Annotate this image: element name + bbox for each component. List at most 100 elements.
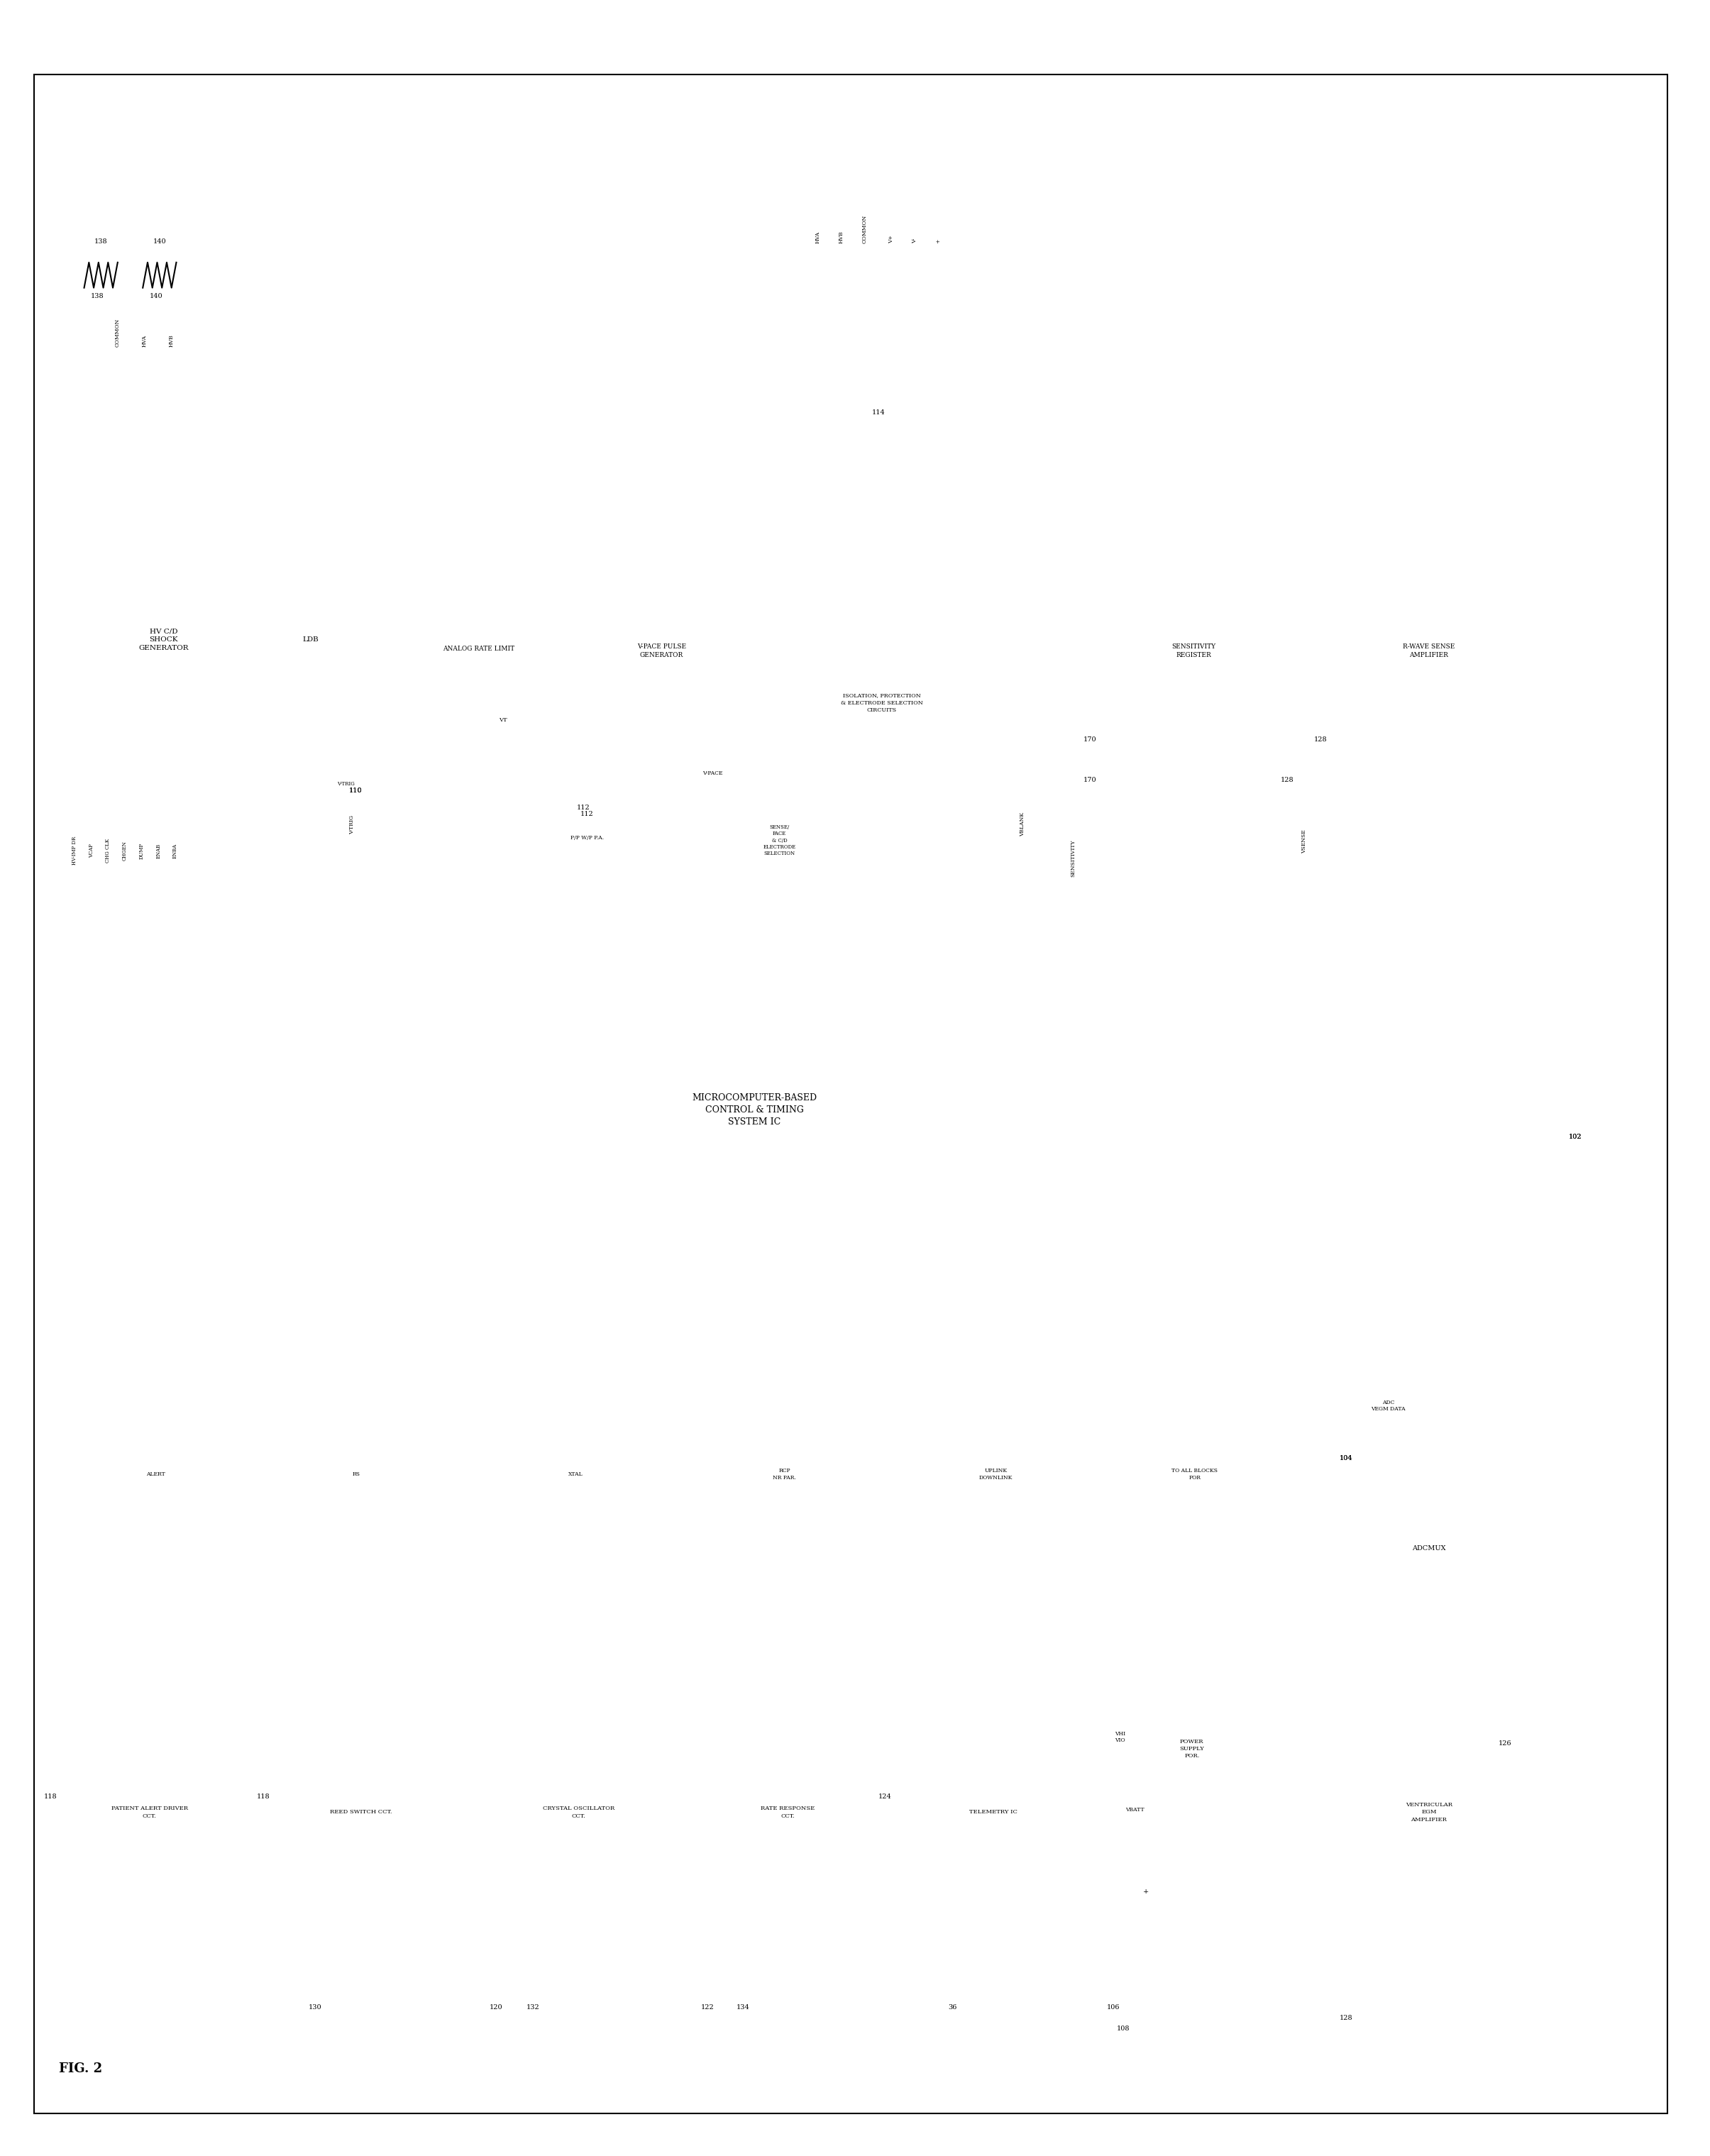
Text: TO ALL BLOCKS
POR: TO ALL BLOCKS POR — [1171, 1468, 1218, 1481]
Text: 102: 102 — [1570, 1134, 1582, 1141]
Bar — [260, 507, 361, 772]
Bar — [55, 349, 397, 951]
Text: HV C/D
SHOCK
GENERATOR: HV C/D SHOCK GENERATOR — [139, 627, 188, 651]
Text: ADCMUX: ADCMUX — [1412, 1546, 1447, 1552]
Text: 134: 134 — [735, 2005, 749, 2012]
Bar — [1110, 1563, 1274, 1934]
Text: ALERT: ALERT — [145, 1470, 166, 1477]
Text: CRYSTAL OSCILLATOR
CCT.: CRYSTAL OSCILLATOR CCT. — [542, 1807, 614, 1820]
Text: 138: 138 — [91, 293, 104, 300]
Text: 140: 140 — [152, 237, 166, 244]
Text: COMMON: COMMON — [115, 319, 120, 347]
Text: 108: 108 — [1117, 2027, 1130, 2031]
Text: VHI
VIO: VHI VIO — [1115, 1731, 1125, 1744]
Bar — [1076, 401, 1554, 1005]
Text: RATE RESPONSE
CCT.: RATE RESPONSE CCT. — [761, 1807, 816, 1820]
Text: 120: 120 — [489, 2005, 503, 2012]
Text: VCAP: VCAP — [89, 843, 94, 858]
Bar — [590, 505, 732, 798]
Text: VENTRICULAR
EGM
AMPLIFIER: VENTRICULAR EGM AMPLIFIER — [1406, 1802, 1452, 1822]
Text: SENSITIVITY: SENSITIVITY — [1070, 839, 1076, 877]
Text: TELEMETRY IC: TELEMETRY IC — [970, 1809, 1017, 1815]
Text: FIG. 2: FIG. 2 — [58, 2063, 103, 2076]
Text: POWER
SUPPLY
POR.: POWER SUPPLY POR. — [1180, 1738, 1204, 1759]
Text: RCP
NR PAR.: RCP NR PAR. — [773, 1468, 797, 1481]
Text: 114: 114 — [872, 410, 886, 416]
Text: V-PACE PULSE
GENERATOR: V-PACE PULSE GENERATOR — [636, 645, 686, 658]
Text: P/P W/P P.A.: P/P W/P P.A. — [569, 834, 604, 841]
Text: HV-IMP DR: HV-IMP DR — [72, 837, 77, 865]
Text: HVA: HVA — [142, 334, 147, 347]
Text: 104: 104 — [1339, 1455, 1353, 1462]
Text: SENSE/
PACE
& C/D
ELECTRODE
SELECTION: SENSE/ PACE & C/D ELECTRODE SELECTION — [763, 824, 795, 856]
Bar — [277, 1690, 445, 1934]
Text: PATIENT ALERT DRIVER
CCT.: PATIENT ALERT DRIVER CCT. — [111, 1807, 188, 1820]
Text: 102: 102 — [1570, 1134, 1582, 1141]
Text: 110: 110 — [349, 787, 363, 793]
Text: COMMON: COMMON — [862, 216, 867, 244]
Text: V+: V+ — [889, 235, 894, 244]
Bar — [416, 533, 542, 765]
Text: V-TRIG: V-TRIG — [337, 780, 354, 787]
Text: 104: 104 — [1339, 1455, 1353, 1462]
Bar — [1110, 537, 1277, 765]
Text: 122: 122 — [701, 2005, 715, 2012]
Bar — [67, 1690, 231, 1934]
Text: ENBA: ENBA — [173, 843, 178, 858]
Bar — [1341, 1449, 1517, 1649]
Text: LDB: LDB — [303, 636, 318, 642]
Text: UPLINK
DOWNLINK: UPLINK DOWNLINK — [980, 1468, 1012, 1481]
Text: +: + — [1144, 1889, 1149, 1895]
Text: V-: V- — [911, 237, 918, 244]
Text: R-WAVE SENSE
AMPLIFIER: R-WAVE SENSE AMPLIFIER — [1402, 645, 1455, 658]
Text: 170: 170 — [1082, 737, 1096, 744]
Text: CHGEN: CHGEN — [121, 841, 128, 860]
Text: 118: 118 — [256, 1794, 270, 1800]
Text: V-TRIG: V-TRIG — [349, 815, 356, 834]
Bar — [705, 1690, 872, 1934]
Text: VT: VT — [499, 718, 508, 722]
Text: 124: 124 — [879, 1794, 893, 1800]
Text: 170: 170 — [1082, 776, 1096, 783]
Text: DUMP: DUMP — [139, 843, 144, 858]
Text: ENAB: ENAB — [156, 843, 161, 858]
Text: MICROCOMPUTER-BASED
CONTROL & TIMING
SYSTEM IC: MICROCOMPUTER-BASED CONTROL & TIMING SYS… — [693, 1093, 817, 1125]
Text: 112: 112 — [580, 811, 593, 817]
Text: VSENSE: VSENSE — [1301, 830, 1306, 854]
Text: 128: 128 — [1315, 737, 1327, 744]
Text: 112: 112 — [576, 804, 590, 811]
Text: XTAL: XTAL — [568, 1470, 583, 1477]
Bar — [67, 877, 1442, 1341]
Text: 130: 130 — [310, 2005, 321, 2012]
Text: 126: 126 — [1498, 1740, 1512, 1746]
Text: V-PACE: V-PACE — [703, 770, 723, 776]
Text: SENSITIVITY
REGISTER: SENSITIVITY REGISTER — [1171, 645, 1216, 658]
Text: CHG CLK: CHG CLK — [106, 839, 111, 862]
Bar — [494, 1690, 662, 1934]
Text: 140: 140 — [149, 293, 162, 300]
Text: REED SWITCH CCT.: REED SWITCH CCT. — [330, 1809, 392, 1815]
Text: 110: 110 — [349, 787, 363, 793]
Text: RS: RS — [352, 1470, 361, 1477]
Text: HVB: HVB — [169, 334, 174, 347]
Text: 128: 128 — [1339, 2016, 1353, 2022]
Text: 128: 128 — [1281, 776, 1294, 783]
Text: VBLANK: VBLANK — [1019, 813, 1026, 837]
Text: 132: 132 — [527, 2005, 540, 2012]
Text: +: + — [935, 239, 941, 244]
Text: 138: 138 — [94, 237, 108, 244]
Bar — [1341, 537, 1517, 765]
Text: ADC
VEGM DATA: ADC VEGM DATA — [1371, 1399, 1406, 1412]
Text: 106: 106 — [1106, 2005, 1120, 2012]
Bar — [913, 1690, 1072, 1934]
Text: ANALOG RATE LIMIT: ANALOG RATE LIMIT — [443, 647, 515, 653]
Text: 36: 36 — [947, 2005, 956, 2012]
Bar — [84, 455, 243, 824]
Text: HVA: HVA — [814, 231, 821, 244]
Text: 118: 118 — [44, 1794, 56, 1800]
Text: HVB: HVB — [838, 231, 845, 244]
Bar — [781, 401, 982, 1005]
Bar — [1341, 1690, 1517, 1934]
Text: VBATT: VBATT — [1125, 1807, 1144, 1813]
Text: ISOLATION, PROTECTION
& ELECTRODE SELECTION
CIRCUITS: ISOLATION, PROTECTION & ELECTRODE SELECT… — [841, 692, 923, 714]
